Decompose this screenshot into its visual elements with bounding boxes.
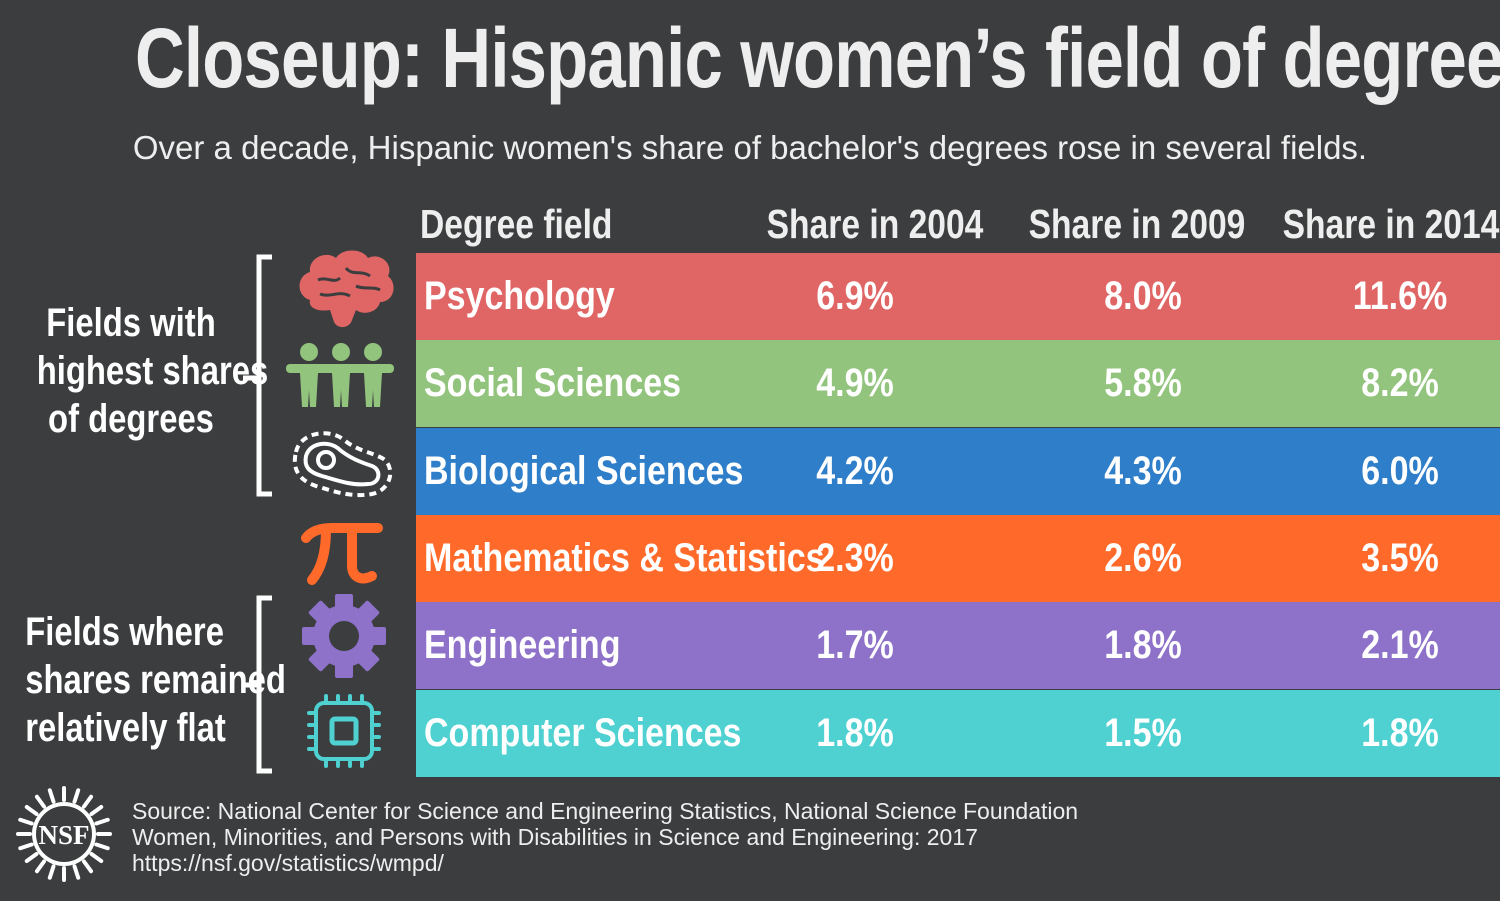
table-row: Biological Sciences 4.2% 4.3% 6.0% xyxy=(416,427,1500,515)
nsf-logo: NSF xyxy=(16,786,112,882)
data-table: Psychology 6.9% 8.0% 11.6% Social Sciences 4.… xyxy=(416,253,1500,777)
share-2004-cell: 1.8% xyxy=(816,710,894,755)
nsf-logo-ray xyxy=(47,788,56,804)
group-label-highest-shares: Fields with highest shares of degrees xyxy=(37,299,269,443)
group-label-line: Fields where xyxy=(25,610,224,654)
header-share-2014: Share in 2014 xyxy=(1282,201,1500,247)
brain-icon xyxy=(299,250,394,328)
table-row: Psychology 6.9% 8.0% 11.6% xyxy=(416,253,1500,340)
share-2009-cell: 1.8% xyxy=(1104,623,1182,668)
nsf-logo-ray xyxy=(47,864,56,880)
share-2004-cell: 4.9% xyxy=(816,361,894,406)
share-2009-cell: 8.0% xyxy=(1104,274,1182,318)
share-2009-cell: 1.5% xyxy=(1104,710,1182,755)
share-2004-cell: 4.2% xyxy=(816,448,894,493)
nsf-logo-ray xyxy=(18,842,34,851)
subtitle: Over a decade, Hispanic women's share of… xyxy=(132,129,1368,166)
people-icon xyxy=(286,343,394,407)
nsf-logo-ray xyxy=(81,859,94,874)
bracket-flat xyxy=(243,595,272,774)
table-row: Engineering 1.7% 1.8% 2.1% xyxy=(416,602,1500,690)
degree-field-cell: Engineering xyxy=(424,623,621,668)
nsf-logo-ray xyxy=(94,817,110,826)
nsf-logo-ray xyxy=(24,851,39,864)
nsf-logo-ray xyxy=(34,794,47,809)
source-line: https://nsf.gov/statistics/wmpd/ xyxy=(132,850,444,876)
share-2014-cell: 2.1% xyxy=(1361,623,1439,668)
nsf-logo-ray xyxy=(34,859,47,874)
cell-icon xyxy=(292,431,393,497)
nsf-logo-ray xyxy=(24,804,39,817)
nsf-logo-ray xyxy=(89,804,104,817)
share-2014-cell: 6.0% xyxy=(1361,448,1439,493)
table-row: Social Sciences 4.9% 5.8% 8.2% xyxy=(416,340,1500,428)
source-line: Women, Minorities, and Persons with Disa… xyxy=(132,824,978,850)
share-2014-cell: 3.5% xyxy=(1361,535,1439,580)
nsf-logo-ray xyxy=(81,794,94,809)
header-degree-field: Degree field xyxy=(420,201,613,247)
source-line: Source: National Center for Science and … xyxy=(132,798,1079,824)
share-2014-cell: 8.2% xyxy=(1361,361,1439,406)
degree-field-cell: Psychology xyxy=(424,274,615,318)
nsf-logo-ray xyxy=(94,842,110,851)
share-2004-cell: 1.7% xyxy=(816,623,894,668)
group-label-line: relatively flat xyxy=(25,706,226,750)
table-row: Mathematics & Statistics 2.3% 2.6% 3.5% xyxy=(416,514,1500,602)
nsf-logo-ray xyxy=(89,851,104,864)
share-2014-cell: 1.8% xyxy=(1361,710,1439,755)
bracket-high xyxy=(243,254,272,497)
group-label-line: Fields with xyxy=(46,301,216,345)
page-title: Closeup: Hispanic women’s field of degre… xyxy=(135,11,1500,105)
degree-field-cell: Biological Sciences xyxy=(424,448,744,493)
nsf-logo-text: NSF xyxy=(38,820,89,850)
source-note: Source: National Center for Science and … xyxy=(132,798,1078,876)
header-share-2009: Share in 2009 xyxy=(1028,201,1246,247)
pi-icon xyxy=(301,523,383,585)
header-share-2004: Share in 2004 xyxy=(766,201,984,247)
share-2004-cell: 6.9% xyxy=(816,274,894,318)
degree-field-cell: Social Sciences xyxy=(424,361,682,406)
share-2009-cell: 5.8% xyxy=(1104,361,1182,406)
group-label-line: of degrees xyxy=(48,397,214,441)
chip-icon xyxy=(307,694,381,768)
share-2009-cell: 2.6% xyxy=(1104,535,1182,580)
gear-icon xyxy=(302,594,386,678)
degree-field-cell: Computer Sciences xyxy=(424,710,742,755)
degree-field-cell: Mathematics & Statistics xyxy=(424,535,825,580)
table-row: Computer Sciences 1.8% 1.5% 1.8% xyxy=(416,689,1500,777)
share-2009-cell: 4.3% xyxy=(1104,448,1182,493)
nsf-logo-ray xyxy=(72,864,81,880)
share-2014-cell: 11.6% xyxy=(1352,274,1448,318)
nsf-logo-ray xyxy=(72,788,81,804)
share-2004-cell: 2.3% xyxy=(816,535,894,580)
nsf-logo-ray xyxy=(18,817,34,826)
